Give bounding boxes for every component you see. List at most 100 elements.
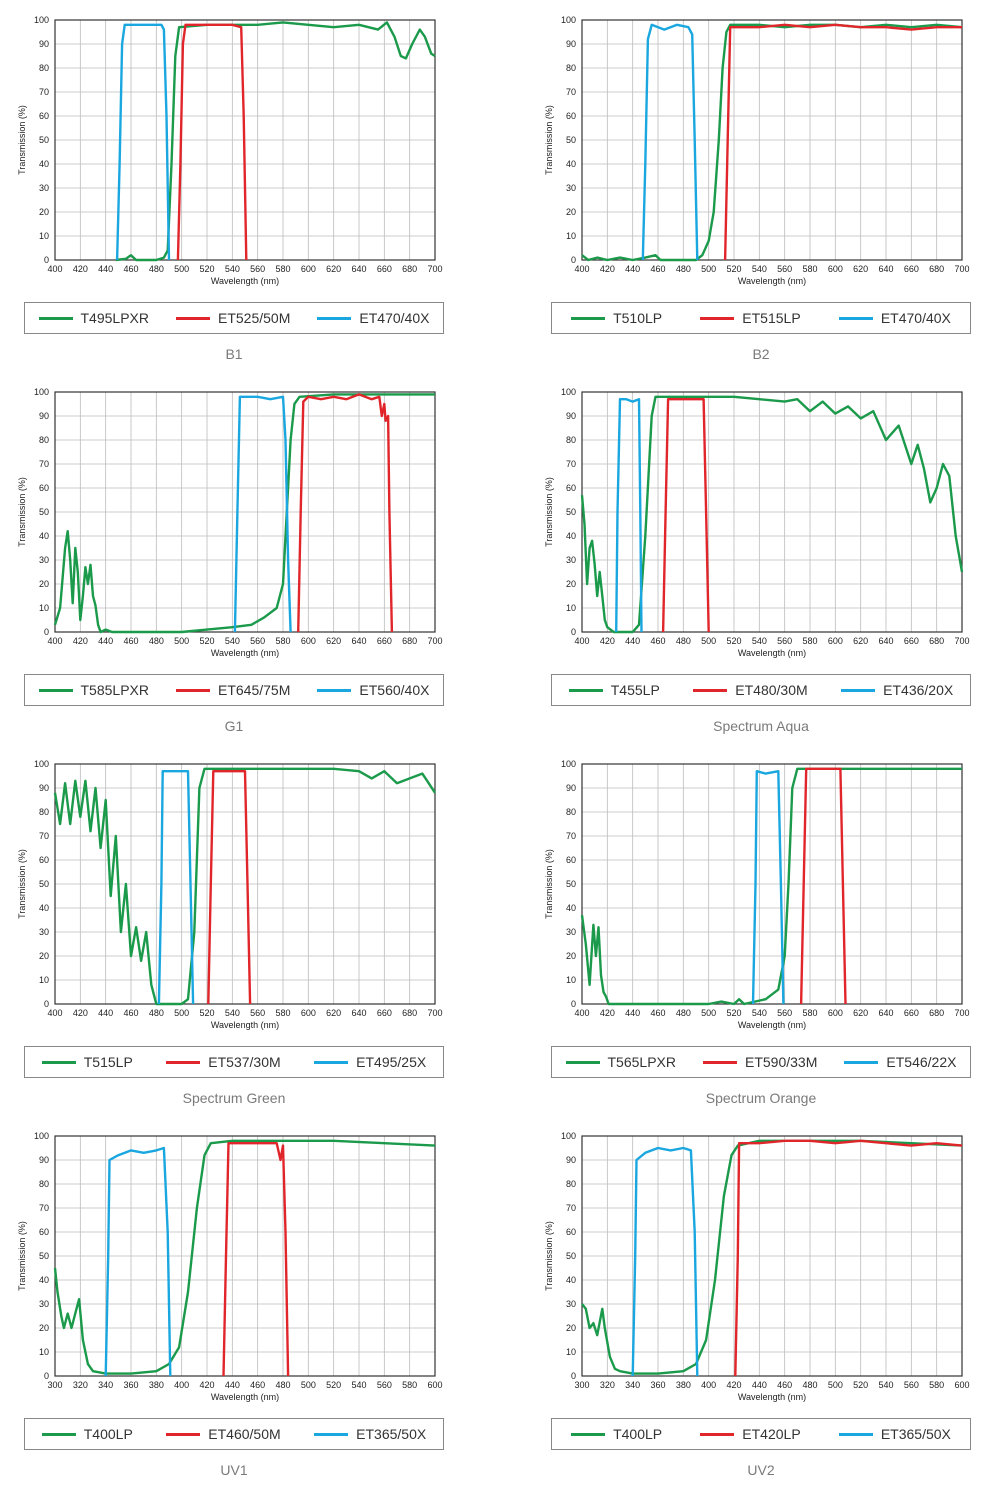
x-tick-label: 520	[199, 1008, 214, 1018]
x-tick-label: 580	[802, 264, 817, 274]
x-tick-label: 560	[777, 264, 792, 274]
y-tick-label: 80	[39, 63, 49, 73]
x-tick-label: 440	[225, 1380, 240, 1390]
x-tick-label: 700	[954, 636, 969, 646]
x-axis-label: Wavelength (nm)	[211, 1020, 279, 1030]
y-tick-label: 70	[566, 831, 576, 841]
x-tick-label: 580	[275, 264, 290, 274]
y-tick-label: 60	[39, 855, 49, 865]
y-tick-label: 50	[566, 879, 576, 889]
y-tick-label: 30	[39, 183, 49, 193]
legend-item: ET590/33M	[703, 1054, 817, 1070]
y-tick-label: 80	[566, 1179, 576, 1189]
x-tick-label: 400	[47, 264, 62, 274]
x-tick-label: 540	[752, 264, 767, 274]
x-tick-label: 380	[676, 1380, 691, 1390]
x-tick-label: 600	[301, 1008, 316, 1018]
y-tick-label: 70	[39, 1203, 49, 1213]
y-tick-label: 20	[566, 579, 576, 589]
x-tick-label: 640	[878, 264, 893, 274]
x-tick-label: 500	[174, 1008, 189, 1018]
x-tick-label: 600	[954, 1380, 969, 1390]
legend-label: T585LPXR	[80, 682, 149, 698]
y-tick-label: 40	[566, 531, 576, 541]
x-tick-label: 680	[929, 636, 944, 646]
x-tick-label: 600	[301, 636, 316, 646]
y-tick-label: 50	[39, 1251, 49, 1261]
legend-label: ET546/22X	[886, 1054, 957, 1070]
legend-item: ET495/25X	[314, 1054, 426, 1070]
x-tick-label: 620	[326, 264, 341, 274]
x-tick-label: 480	[149, 264, 164, 274]
x-tick-label: 520	[726, 636, 741, 646]
legend-swatch	[317, 688, 352, 692]
x-tick-label: 420	[600, 264, 615, 274]
x-tick-label: 580	[275, 636, 290, 646]
x-tick-label: 480	[149, 1008, 164, 1018]
x-tick-label: 600	[828, 264, 843, 274]
y-tick-label: 20	[39, 207, 49, 217]
legend-spectrum-orange: T565LPXR ET590/33M ET546/22X	[551, 1046, 971, 1078]
x-tick-label: 660	[904, 264, 919, 274]
x-tick-label: 420	[73, 1008, 88, 1018]
x-tick-label: 560	[250, 1008, 265, 1018]
y-tick-label: 70	[566, 87, 576, 97]
legend-label: T515LP	[83, 1054, 133, 1070]
y-tick-label: 10	[39, 231, 49, 241]
legend-label: T510LP	[613, 310, 663, 326]
y-tick-label: 50	[39, 507, 49, 517]
x-tick-label: 620	[853, 1008, 868, 1018]
plot-frame	[581, 19, 963, 261]
x-tick-label: 540	[351, 1380, 366, 1390]
x-tick-label: 420	[600, 636, 615, 646]
y-tick-label: 30	[566, 927, 576, 937]
series-line-T510LP	[581, 23, 963, 262]
y-tick-label: 40	[566, 1275, 576, 1285]
series-line-T585LPXR	[53, 393, 435, 634]
x-tick-label: 540	[225, 264, 240, 274]
legend-swatch	[700, 316, 735, 320]
series-line-ET436/20X	[615, 398, 643, 633]
plot-frame	[581, 1135, 963, 1377]
x-tick-label: 680	[402, 264, 417, 274]
caption-spectrum-orange: Spectrum Orange	[705, 1090, 817, 1106]
y-tick-label: 40	[566, 903, 576, 913]
series-line-ET470/40X	[641, 23, 699, 261]
x-tick-label: 400	[47, 1008, 62, 1018]
plot-frame	[54, 391, 436, 633]
x-tick-label: 480	[676, 1008, 691, 1018]
x-tick-label: 520	[726, 1008, 741, 1018]
legend-label: ET420LP	[742, 1426, 801, 1442]
x-tick-label: 460	[650, 1008, 665, 1018]
legend-swatch	[568, 688, 603, 692]
y-tick-label: 10	[39, 975, 49, 985]
x-axis-label: Wavelength (nm)	[738, 1020, 806, 1030]
x-tick-label: 580	[802, 1008, 817, 1018]
x-tick-label: 520	[199, 636, 214, 646]
x-tick-label: 640	[878, 1008, 893, 1018]
legend-swatch	[841, 688, 876, 692]
legend-item: T495LPXR	[38, 310, 149, 326]
y-tick-label: 10	[566, 231, 576, 241]
y-tick-label: 30	[566, 183, 576, 193]
y-tick-label: 0	[571, 627, 576, 637]
x-tick-label: 640	[351, 264, 366, 274]
legend-label: ET470/40X	[359, 310, 430, 326]
legend-label: ET365/50X	[356, 1426, 427, 1442]
y-tick-label: 10	[39, 603, 49, 613]
y-tick-label: 70	[39, 831, 49, 841]
x-tick-label: 620	[326, 1008, 341, 1018]
chart-panel-uv1: 300 320 340 360 380 400 420 440 460 480 500 520 540 5…	[0, 1116, 470, 1486]
legend-item: ET525/50M	[176, 310, 290, 326]
x-tick-label: 660	[904, 1008, 919, 1018]
x-tick-label: 520	[853, 1380, 868, 1390]
legend-swatch	[571, 316, 606, 320]
y-tick-label: 80	[39, 435, 49, 445]
x-tick-label: 440	[625, 1008, 640, 1018]
chart-spectrum-aqua: 400 420 440 460 480 500 520 540 560 580 600 620 640 6…	[544, 387, 970, 658]
x-tick-label: 400	[701, 1380, 716, 1390]
legend-swatch	[565, 1060, 600, 1064]
x-tick-label: 500	[174, 264, 189, 274]
x-tick-label: 460	[123, 1008, 138, 1018]
x-tick-label: 420	[199, 1380, 214, 1390]
